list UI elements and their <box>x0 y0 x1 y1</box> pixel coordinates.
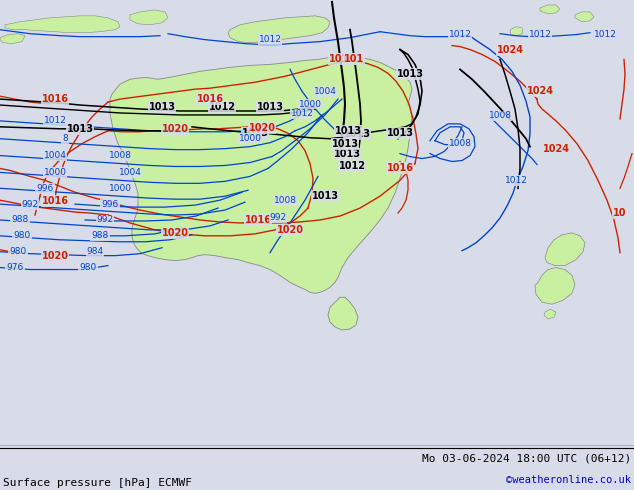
Text: 996: 996 <box>36 184 54 193</box>
Text: 988: 988 <box>91 231 108 240</box>
Text: 1013: 1013 <box>344 129 370 139</box>
Text: 1024: 1024 <box>496 45 524 54</box>
Text: 1016: 1016 <box>41 94 68 104</box>
Text: ©weatheronline.co.uk: ©weatheronline.co.uk <box>506 475 631 485</box>
Text: 980: 980 <box>10 247 27 256</box>
Text: 988: 988 <box>11 216 29 224</box>
Text: Mo 03-06-2024 18:00 UTC (06+12): Mo 03-06-2024 18:00 UTC (06+12) <box>422 453 631 463</box>
Text: 1000: 1000 <box>44 168 67 177</box>
Text: 996: 996 <box>101 199 119 209</box>
Text: 1016: 1016 <box>328 54 356 65</box>
Text: 1024: 1024 <box>543 144 569 154</box>
Text: 984: 984 <box>86 247 103 256</box>
Text: 1013: 1013 <box>311 191 339 201</box>
Text: 1012: 1012 <box>290 109 313 119</box>
Text: 1004: 1004 <box>119 168 141 177</box>
Text: 1012: 1012 <box>505 176 527 185</box>
Text: 976: 976 <box>6 263 23 272</box>
Text: 1013: 1013 <box>148 102 176 112</box>
Polygon shape <box>0 34 25 44</box>
Text: 1013: 1013 <box>387 128 413 138</box>
Text: 1020: 1020 <box>162 124 188 134</box>
Text: 1000: 1000 <box>299 99 321 109</box>
Text: 1016: 1016 <box>387 164 413 173</box>
Polygon shape <box>510 27 523 36</box>
Text: 1008: 1008 <box>448 139 472 148</box>
Polygon shape <box>130 10 168 25</box>
Polygon shape <box>540 5 560 14</box>
Polygon shape <box>535 268 575 304</box>
Text: 1012: 1012 <box>449 30 472 39</box>
Text: 1008: 1008 <box>108 151 131 160</box>
Text: 980: 980 <box>13 231 30 240</box>
Text: 1013: 1013 <box>242 128 269 138</box>
Text: 1020: 1020 <box>249 123 276 133</box>
Text: 1013: 1013 <box>332 139 358 148</box>
Polygon shape <box>110 56 412 294</box>
Text: Surface pressure [hPa] ECMWF: Surface pressure [hPa] ECMWF <box>3 478 192 488</box>
Text: 1004: 1004 <box>44 151 67 160</box>
Text: 1016: 1016 <box>245 215 271 225</box>
Text: 1012: 1012 <box>339 162 365 172</box>
Text: 1008: 1008 <box>489 111 512 121</box>
Text: 1012: 1012 <box>529 30 552 39</box>
Text: 1016: 1016 <box>41 196 68 206</box>
Text: 1024: 1024 <box>526 86 553 96</box>
Text: 1013: 1013 <box>257 102 283 112</box>
Text: 101: 101 <box>344 54 364 65</box>
Text: 1000: 1000 <box>238 134 261 143</box>
Text: 1013: 1013 <box>335 126 361 136</box>
Polygon shape <box>5 16 120 33</box>
Text: 10: 10 <box>613 208 627 218</box>
Text: 1012: 1012 <box>209 102 235 112</box>
Text: 1000: 1000 <box>108 184 131 193</box>
Text: 1008: 1008 <box>273 196 297 205</box>
Polygon shape <box>545 233 585 266</box>
Polygon shape <box>544 309 556 319</box>
Text: 1020: 1020 <box>162 228 188 238</box>
Polygon shape <box>328 297 358 330</box>
Text: 1013: 1013 <box>67 124 93 134</box>
Text: 1016: 1016 <box>197 94 224 104</box>
Text: 1013: 1013 <box>333 148 361 159</box>
Text: 1004: 1004 <box>314 87 337 96</box>
Text: 1013: 1013 <box>396 69 424 79</box>
Polygon shape <box>575 12 594 22</box>
Text: 980: 980 <box>79 263 96 272</box>
Text: 8: 8 <box>62 134 68 143</box>
Text: 992: 992 <box>22 199 39 209</box>
Text: 1020: 1020 <box>41 251 68 261</box>
Polygon shape <box>228 16 330 43</box>
Text: 992: 992 <box>96 216 113 224</box>
Text: 1012: 1012 <box>259 35 281 44</box>
Text: 1012: 1012 <box>44 117 67 125</box>
Text: 1020: 1020 <box>276 225 304 235</box>
Text: 1012: 1012 <box>593 30 616 39</box>
Text: 992: 992 <box>269 214 287 222</box>
